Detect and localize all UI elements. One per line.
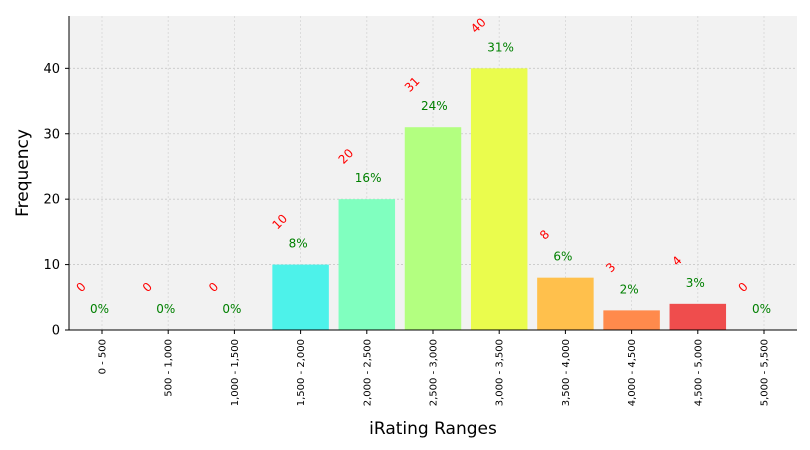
bar bbox=[537, 277, 594, 330]
x-tick-label: 3,500 - 4,000 bbox=[561, 339, 572, 406]
percent-label: 3% bbox=[686, 276, 705, 290]
bar bbox=[404, 127, 462, 330]
x-tick-label: 4,500 - 5,000 bbox=[693, 339, 704, 406]
percent-label: 24% bbox=[421, 99, 448, 113]
y-ticks: 0 10 20 30 40 bbox=[43, 62, 69, 339]
y-axis-title: Frequency bbox=[13, 129, 33, 217]
x-tick-label: 500 - 1,000 bbox=[164, 339, 175, 397]
x-tick-label: 3,000 - 3,500 bbox=[495, 339, 506, 406]
x-axis-title: iRating Ranges bbox=[369, 419, 497, 439]
x-tick-label: 5,000 - 5,500 bbox=[760, 339, 771, 406]
bar bbox=[338, 199, 396, 330]
percent-label: 8% bbox=[289, 237, 308, 251]
percent-label: 0% bbox=[222, 302, 241, 316]
percent-label: 16% bbox=[355, 171, 382, 185]
y-tick-label: 40 bbox=[43, 62, 60, 77]
x-ticks: 0 - 500 500 - 1,000 1,000 - 1,500 1,500 - 2… bbox=[98, 330, 771, 406]
x-tick-label: 4,000 - 4,500 bbox=[627, 339, 638, 406]
y-tick-label: 20 bbox=[43, 193, 60, 208]
bar bbox=[272, 264, 329, 330]
x-tick-label: 1,500 - 2,000 bbox=[296, 339, 307, 406]
bar bbox=[603, 310, 660, 330]
percent-label: 6% bbox=[553, 250, 572, 264]
bar bbox=[669, 303, 727, 330]
x-tick-label: 2,000 - 2,500 bbox=[362, 339, 373, 406]
bars bbox=[272, 68, 727, 330]
x-tick-label: 2,500 - 3,000 bbox=[429, 339, 440, 406]
y-tick-label: 0 bbox=[52, 324, 60, 339]
percent-label: 0% bbox=[752, 302, 771, 316]
bar bbox=[470, 68, 528, 330]
y-tick-label: 10 bbox=[43, 258, 60, 273]
y-tick-label: 30 bbox=[43, 127, 60, 142]
percent-label: 31% bbox=[487, 40, 514, 54]
percent-label: 2% bbox=[620, 282, 639, 296]
percent-label: 0% bbox=[156, 302, 175, 316]
x-tick-label: 0 - 500 bbox=[98, 339, 109, 374]
x-tick-label: 1,000 - 1,500 bbox=[230, 339, 241, 406]
percent-label: 0% bbox=[90, 302, 109, 316]
